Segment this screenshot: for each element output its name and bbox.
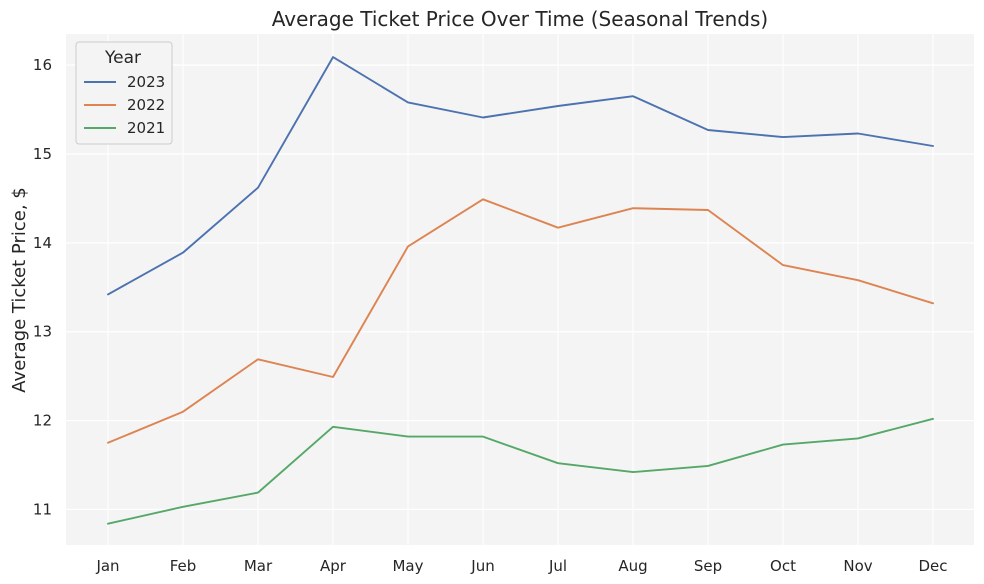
x-tick-label: Jun (470, 557, 494, 575)
plot-background (66, 34, 974, 545)
legend-title: Year (104, 48, 141, 68)
y-tick-label: 15 (33, 145, 52, 163)
series-line-2022 (107, 198, 934, 444)
y-tick-label: 11 (33, 500, 52, 518)
x-tick-label: Aug (618, 557, 647, 575)
x-tick-label: Apr (320, 557, 347, 575)
x-tick-label: Jan (95, 557, 119, 575)
series-line-2023 (107, 56, 934, 296)
x-tick-label: Nov (843, 557, 872, 575)
x-axis-ticks: Jan Feb Mar Apr May Jun Jul Aug Sep Oct Nov Dec (95, 557, 947, 575)
x-tick-label: Mar (244, 557, 273, 575)
legend-entries: 2023 2022 2021 (84, 73, 165, 137)
legend-label-2023: 2023 (127, 73, 165, 91)
x-tick-label: Dec (918, 557, 947, 575)
y-axis-ticks: 11 12 13 14 15 16 (33, 56, 52, 518)
series-lines (107, 56, 934, 525)
x-tick-label: Feb (170, 557, 197, 575)
grid (66, 34, 974, 545)
y-tick-label: 13 (33, 323, 52, 341)
legend: Year 2023 2022 2021 (75, 41, 173, 145)
legend-label-2021: 2021 (127, 119, 165, 137)
x-tick-label: Sep (694, 557, 722, 575)
series-line-2021 (107, 417, 934, 525)
y-tick-label: 16 (33, 56, 52, 74)
chart-title: Average Ticket Price Over Time (Seasonal… (272, 7, 768, 31)
y-tick-label: 12 (33, 412, 52, 430)
y-tick-label: 14 (33, 234, 52, 252)
legend-box (75, 41, 173, 145)
x-tick-label: May (392, 557, 423, 575)
y-axis-label: Average Ticket Price, $ (9, 187, 30, 392)
x-tick-label: Oct (770, 557, 796, 575)
legend-label-2022: 2022 (127, 96, 165, 114)
x-tick-label: Jul (548, 557, 567, 575)
